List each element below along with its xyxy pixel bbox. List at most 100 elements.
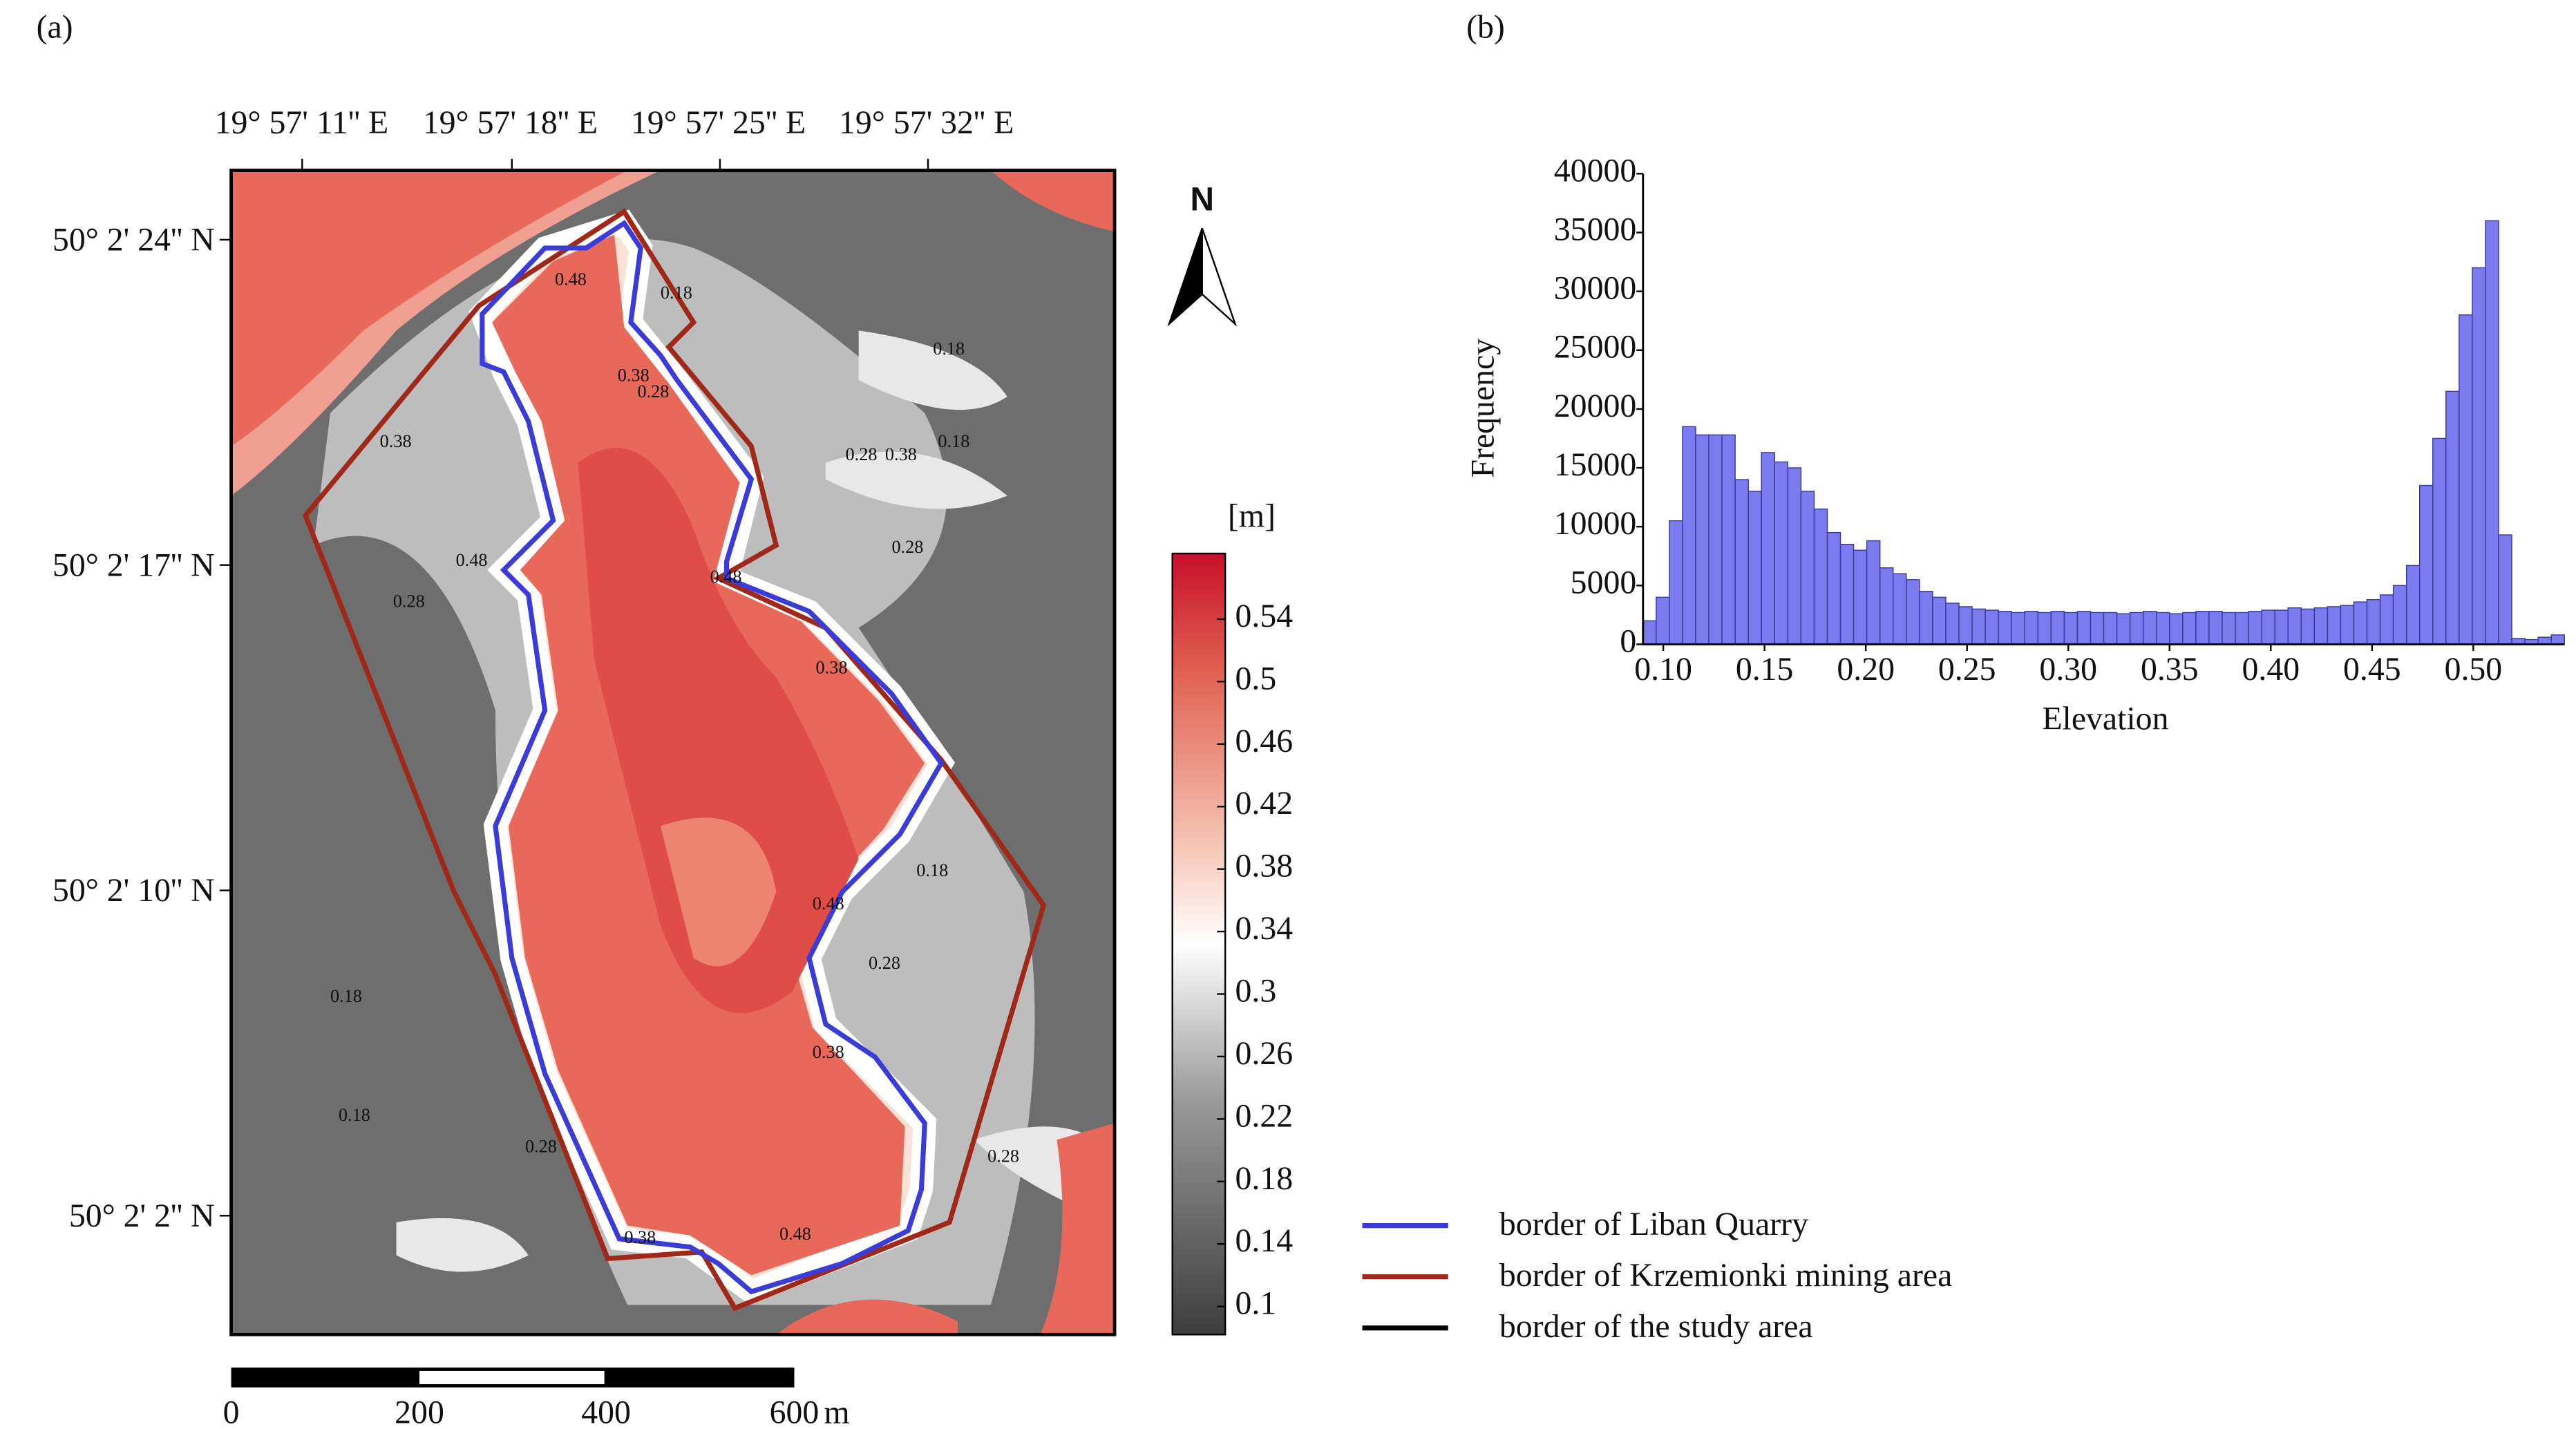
bar <box>1839 543 1855 645</box>
colorbar-label: 0.14 <box>1235 1222 1294 1259</box>
x-tick-label: 0.45 <box>2343 651 2401 688</box>
bar <box>2103 612 2118 645</box>
bar <box>2366 599 2381 645</box>
longitude-label: 19° 57' 25'' E <box>631 104 806 141</box>
histogram: Elevation Frequency 0 5000 10000 15000 20000… <box>1465 152 2565 737</box>
bar <box>2353 601 2368 645</box>
contour-label: 0.18 <box>330 986 362 1006</box>
longitude-label: 19° 57' 18'' E <box>423 104 598 141</box>
bar <box>2287 607 2302 645</box>
bar <box>1906 579 1920 645</box>
y-tick-label: 20000 <box>1554 388 1636 424</box>
contour-label: 0.28 <box>393 592 425 612</box>
y-tick-label: 30000 <box>1554 270 1636 307</box>
bar <box>2379 594 2394 645</box>
bar <box>1774 461 1789 645</box>
y-tick-label: 0 <box>1620 623 1636 659</box>
colorbar-label: 0.5 <box>1235 660 1277 697</box>
contour-label: 0.48 <box>779 1224 811 1244</box>
x-tick-label: 0.50 <box>2445 651 2503 688</box>
contour-label: 0.18 <box>916 860 948 880</box>
bar <box>1826 531 1841 645</box>
y-axis-title: Frequency <box>1465 339 1502 478</box>
legend: border of Liban Quarry border of Krzemion… <box>1362 1206 1952 1345</box>
colorbar-label: 0.42 <box>1235 785 1294 822</box>
bar <box>2472 267 2486 645</box>
bar <box>2129 612 2144 645</box>
bar <box>2037 612 2052 645</box>
bar <box>1734 479 1749 645</box>
colorbar-label: 0.54 <box>1235 598 1294 634</box>
bar <box>2459 314 2473 645</box>
bar <box>2050 611 2065 645</box>
colorbar-label: 0.1 <box>1235 1285 1277 1322</box>
bar <box>2195 611 2210 645</box>
x-axis-title: Elevation <box>2042 701 2168 737</box>
contour-label: 0.28 <box>891 537 923 557</box>
bar <box>2261 609 2275 645</box>
contour-label: 0.18 <box>661 283 692 303</box>
contour-label: 0.48 <box>813 893 844 914</box>
contour-label: 0.48 <box>555 269 587 290</box>
bar <box>1642 620 1657 645</box>
contour-label: 0.48 <box>456 550 488 570</box>
bar <box>2063 612 2078 645</box>
y-tick-label: 5000 <box>1571 564 1637 600</box>
bar <box>2300 608 2315 645</box>
quarry-border <box>480 220 945 1295</box>
bar <box>1787 467 1802 645</box>
contour-labels: 0.48 0.18 0.38 0.28 0.38 0.28 0.18 0.28 … <box>330 269 1019 1247</box>
bar <box>1919 591 1933 645</box>
bar <box>1932 596 1947 645</box>
colorbar-label: 0.22 <box>1235 1097 1294 1134</box>
bar <box>2182 612 2197 645</box>
bar <box>2550 634 2565 645</box>
legend-label: border of Liban Quarry <box>1499 1206 1808 1242</box>
north-arrow <box>1201 227 1238 327</box>
bar <box>2235 612 2249 645</box>
bar <box>1879 567 1894 645</box>
bar <box>1761 452 1776 645</box>
bar <box>2208 611 2223 645</box>
y-tick-label: 15000 <box>1554 446 1636 483</box>
colorbar-label: 0.18 <box>1235 1160 1294 1197</box>
contour-label: 0.38 <box>618 365 650 385</box>
bar <box>2090 612 2105 645</box>
bar <box>2405 565 2421 645</box>
contour-label: 0.38 <box>813 1042 844 1062</box>
panel-label: (a) <box>37 8 73 45</box>
contour-label: 0.28 <box>846 444 878 464</box>
x-tick-label: 0.25 <box>1938 651 1996 688</box>
bar <box>2537 636 2552 645</box>
contour-label: 0.28 <box>525 1136 557 1156</box>
latitude-label: 50° 2' 24'' N <box>53 222 215 258</box>
bar <box>1656 596 1670 645</box>
bar <box>2485 220 2499 645</box>
colorbar <box>1171 552 1227 1336</box>
colorbar-label: 0.46 <box>1235 723 1294 759</box>
mining-area-border <box>302 208 1047 1312</box>
bar <box>1893 573 1907 645</box>
bar <box>2340 605 2355 645</box>
bar <box>2327 606 2342 645</box>
contour-label: 0.18 <box>933 339 965 359</box>
x-tick-label: 0.40 <box>2242 651 2300 688</box>
scale-label: 0 <box>223 1394 240 1429</box>
y-tick-label: 40000 <box>1554 152 1636 189</box>
bar <box>1998 611 2012 645</box>
contour-label: 0.28 <box>637 381 669 401</box>
bar <box>2498 534 2512 645</box>
latitude-axis: 50° 2' 24'' N 50° 2' 17'' N 50° 2' 10'' … <box>53 222 231 1234</box>
elevation-map: 0.48 0.18 0.38 0.28 0.38 0.28 0.18 0.28 … <box>231 170 1115 1335</box>
colorbar-label: 0.34 <box>1235 910 1294 947</box>
bar <box>1800 491 1815 645</box>
scale-label: 600 <box>770 1394 820 1429</box>
contour-label: 0.38 <box>885 444 917 464</box>
bar <box>2011 612 2025 645</box>
bar <box>2248 611 2262 645</box>
bar <box>2142 611 2157 645</box>
bar <box>1985 609 1999 645</box>
bar <box>2156 612 2170 645</box>
bar <box>1866 540 1881 645</box>
